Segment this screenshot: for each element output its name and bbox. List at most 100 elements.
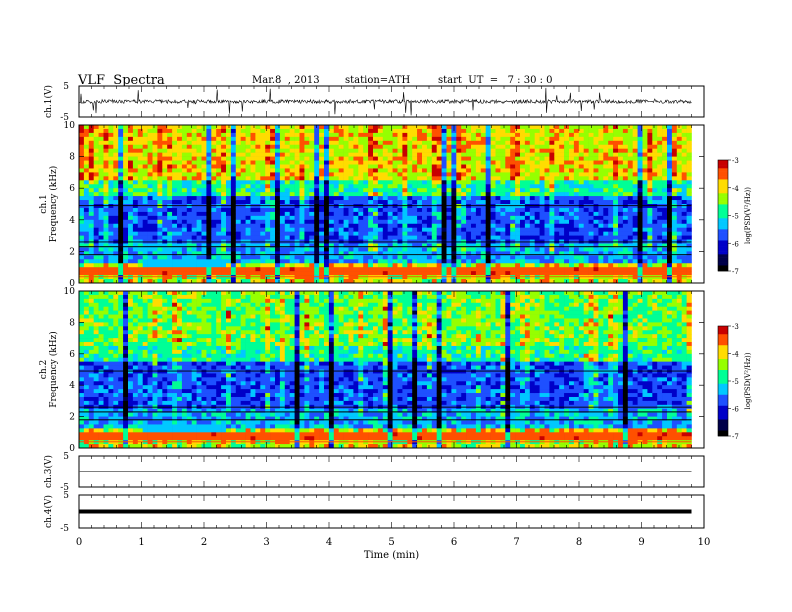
spectrogram-cell bbox=[353, 215, 359, 221]
spectrogram-cell bbox=[353, 200, 359, 205]
spectrogram-cell bbox=[667, 172, 673, 177]
spectrogram-cell bbox=[324, 200, 330, 205]
spectrogram-cell bbox=[103, 164, 109, 169]
spectrogram-cell bbox=[211, 263, 217, 268]
spectrogram-cell bbox=[294, 132, 300, 138]
spectrogram-cell bbox=[191, 263, 197, 268]
spectrogram-cell bbox=[240, 215, 246, 221]
spectrogram-cell bbox=[142, 211, 148, 217]
spectrogram-cell bbox=[593, 136, 599, 142]
spectrogram-cell bbox=[191, 164, 197, 169]
spectrogram-cell bbox=[426, 279, 433, 284]
spectrogram-cell bbox=[167, 211, 173, 217]
spectrogram-cell bbox=[564, 140, 570, 146]
spectrogram-cell bbox=[500, 132, 506, 138]
spectrogram-cell bbox=[338, 192, 344, 197]
spectrogram-cell bbox=[284, 235, 290, 240]
spectrogram-cell bbox=[573, 227, 580, 232]
spectrogram-cell bbox=[152, 243, 158, 248]
spectrogram-cell bbox=[613, 164, 619, 169]
spectrogram-cell bbox=[201, 176, 207, 181]
spectrogram-cell bbox=[490, 180, 496, 185]
spectrogram-cell bbox=[490, 279, 496, 284]
spectrogram-cell bbox=[79, 180, 85, 185]
spectrogram-cell bbox=[534, 235, 540, 240]
spectrogram-cell bbox=[671, 219, 678, 225]
spectrogram-cell bbox=[485, 215, 491, 221]
spectrogram-cell bbox=[270, 243, 276, 248]
spectrogram-cell bbox=[123, 184, 129, 189]
spectrogram-cell bbox=[309, 148, 315, 153]
spectrogram-cell bbox=[343, 188, 349, 193]
spectrogram-cell bbox=[79, 152, 85, 157]
spectrogram-cell bbox=[279, 227, 286, 232]
spectrogram-cell bbox=[279, 235, 286, 240]
spectrogram-cell bbox=[407, 243, 413, 248]
spectrogram-cell bbox=[392, 215, 398, 221]
spectrogram-cell bbox=[377, 259, 384, 264]
spectrogram-cell bbox=[211, 136, 217, 142]
spectrogram-cell bbox=[196, 259, 202, 264]
spectrogram-cell bbox=[647, 184, 653, 189]
spectrogram-cell bbox=[652, 211, 658, 217]
spectrogram-cell bbox=[652, 152, 658, 157]
spectrogram-cell bbox=[466, 148, 472, 153]
spectrogram-cell bbox=[152, 247, 158, 252]
spectrogram-cell bbox=[181, 231, 188, 236]
spectrogram-cell bbox=[211, 223, 217, 228]
spectrogram-cell bbox=[382, 180, 388, 185]
spectrogram-cell bbox=[573, 164, 580, 169]
spectrogram-cell bbox=[304, 227, 310, 232]
spectrogram-cell bbox=[128, 176, 134, 181]
spectrogram-cell bbox=[471, 219, 477, 225]
spectrogram-cell bbox=[240, 172, 246, 177]
spectrogram-cell bbox=[554, 128, 560, 134]
spectrogram-cell bbox=[230, 140, 237, 146]
spectrogram-cell bbox=[338, 219, 344, 225]
spectrogram-cell bbox=[534, 247, 540, 252]
spectrogram-cell bbox=[534, 152, 540, 157]
spectrogram-cell bbox=[123, 188, 129, 193]
spectrogram-cell bbox=[539, 227, 545, 232]
spectrogram-cell bbox=[515, 184, 521, 189]
spectrogram-cell bbox=[132, 267, 139, 272]
spectrogram-cell bbox=[250, 251, 256, 256]
spectrogram-cell bbox=[431, 243, 437, 248]
spectrogram-cell bbox=[524, 164, 531, 169]
spectrogram-cell bbox=[495, 168, 501, 173]
spectrogram-cell bbox=[147, 132, 153, 138]
spectrogram-cell bbox=[338, 231, 344, 236]
spectrogram-cell bbox=[412, 156, 418, 161]
spectrogram-cell bbox=[118, 271, 124, 276]
spectrogram-cell bbox=[647, 207, 653, 213]
spectrogram-cell bbox=[108, 144, 114, 149]
spectrogram-cell bbox=[578, 188, 584, 193]
spectrogram-cell bbox=[162, 247, 168, 252]
spectrogram-cell bbox=[382, 156, 388, 161]
spectrogram-cell bbox=[471, 235, 477, 240]
spectrogram-cell bbox=[93, 259, 99, 264]
spectrogram-cell bbox=[108, 156, 114, 161]
spectrogram-cell bbox=[588, 128, 594, 134]
spectrogram-cell bbox=[569, 188, 575, 193]
spectrogram-cell bbox=[397, 168, 403, 173]
spectrogram-cell bbox=[426, 180, 433, 185]
spectrogram-cell bbox=[186, 148, 192, 153]
spectrogram-cell bbox=[299, 176, 305, 181]
spectrogram-cell bbox=[128, 125, 134, 130]
spectrogram-cell bbox=[471, 136, 477, 142]
spectrogram-cell bbox=[368, 184, 374, 189]
spectrogram-cell bbox=[162, 267, 168, 272]
spectrogram-cell bbox=[108, 271, 114, 276]
spectrogram-cell bbox=[539, 156, 545, 161]
spectrogram-cell bbox=[250, 227, 256, 232]
spectrogram-cell bbox=[549, 188, 555, 193]
spectrogram-cell bbox=[382, 215, 388, 221]
spectrogram-cell bbox=[319, 196, 325, 201]
spectrogram-cell bbox=[230, 251, 237, 256]
spectrogram-cell bbox=[505, 259, 511, 264]
spectrogram-cell bbox=[191, 211, 197, 217]
spectrogram-cell bbox=[613, 144, 619, 149]
spectrogram-cell bbox=[662, 132, 668, 138]
spectrogram-cell bbox=[235, 176, 241, 181]
